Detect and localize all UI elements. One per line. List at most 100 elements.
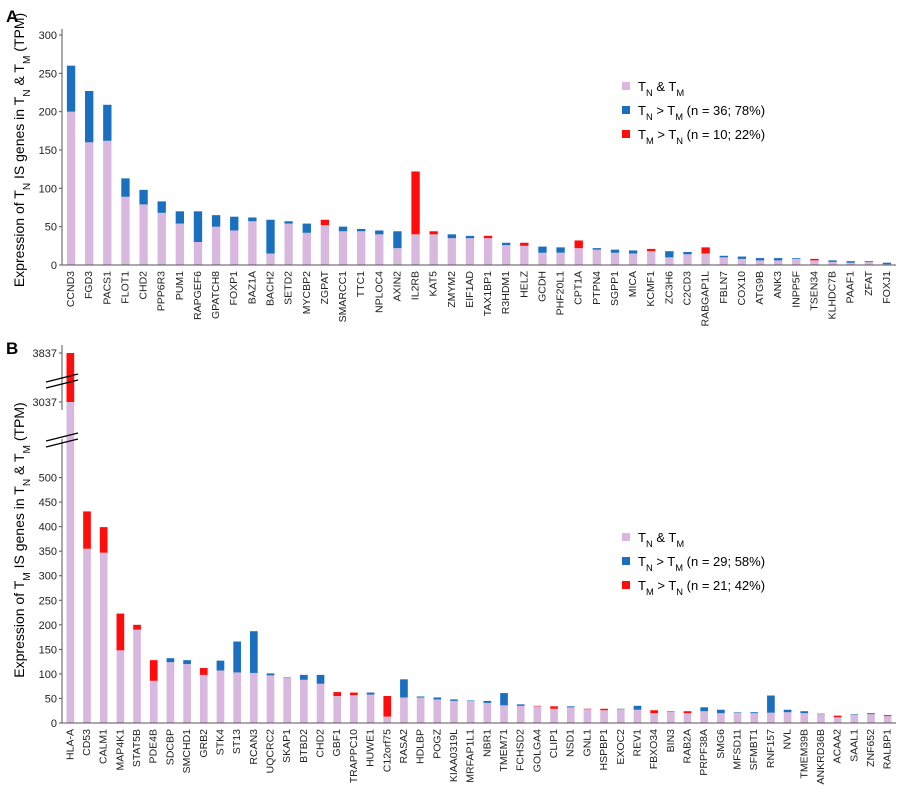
bar-segment-both	[483, 702, 492, 723]
x-tick-label: SMARCC1	[337, 271, 349, 323]
x-tick-label: HUWE1	[365, 729, 377, 767]
x-tick-label: HDLBP	[415, 729, 427, 764]
bar-segment-both	[350, 695, 358, 723]
x-tick-label: STK4	[214, 729, 226, 755]
x-tick-label: GCDH	[536, 271, 548, 302]
bar-segment-naive_up	[302, 223, 311, 233]
bar-segment-naive_up	[266, 673, 275, 676]
bar-segment-both	[116, 650, 125, 723]
bar-segment-both	[149, 680, 158, 723]
y-tick-label: 3837	[33, 348, 57, 360]
bar-segment-naive_up	[700, 707, 709, 712]
bar-segment-both	[755, 260, 765, 265]
bar-segment-both	[175, 223, 185, 265]
x-tick-label: SAAL1	[848, 729, 860, 762]
x-tick-label: FOXJ1	[881, 271, 893, 304]
x-tick-label: CD53	[81, 729, 93, 756]
bar-segment-naive_up	[121, 178, 130, 197]
bar-segment-naive_up	[175, 211, 185, 224]
legend-label: TN > TM (n = 36; 78%)	[638, 103, 765, 122]
x-tick-label: TSEN34	[808, 271, 820, 311]
bar-segment-both	[574, 248, 583, 265]
bar-segment-naive_up	[719, 255, 728, 258]
x-tick-label: IL2RB	[410, 271, 422, 300]
y-tick-label: 200	[39, 620, 57, 632]
x-tick-label: PDE4B	[148, 729, 160, 763]
bar-segment-naive_up	[737, 256, 747, 259]
legend-text: (n = 21; 42%)	[683, 578, 765, 593]
bar-segment-naive_up	[516, 704, 525, 706]
legend-label: TM > TN (n = 21; 42%)	[638, 578, 765, 597]
bar-segment-both	[550, 708, 558, 723]
bar-segment-naive_up	[502, 242, 511, 246]
bar-segment-naive_up	[233, 641, 241, 673]
x-tick-label: ZC3H6	[663, 271, 675, 304]
bar-segment-naive_up	[867, 713, 875, 715]
bar-segment-naive_up	[66, 65, 76, 112]
bar-segment-both	[230, 230, 239, 265]
legend-label: TM > TN (n = 10; 22%)	[638, 127, 765, 146]
bar-segment-both	[366, 694, 375, 723]
bar-segment-naive_up	[767, 695, 775, 713]
bar-segment-both	[592, 249, 602, 265]
legend-sub: N	[646, 88, 653, 98]
bar-segment-both	[846, 262, 855, 265]
y-axis-label-part: Expression of T	[11, 190, 27, 287]
legend-sub: N	[646, 539, 653, 549]
y-axis-label-sub: M	[22, 56, 33, 64]
y-axis-label-sub: N	[22, 89, 33, 96]
panel-a-label: A	[6, 7, 18, 26]
x-tick-label: RALBP1	[882, 729, 894, 769]
bar-segment-memory_up	[647, 248, 656, 252]
x-tick-label: CHD2	[138, 271, 150, 300]
bar-segment-both	[616, 709, 625, 723]
bar-segment-both	[429, 234, 438, 265]
x-tick-label: RNF157	[765, 729, 777, 768]
legend-text: & T	[653, 79, 677, 94]
bar-segment-memory_up	[199, 668, 208, 675]
bar-segment-memory_up	[650, 710, 658, 714]
legend-swatch-naive_up	[622, 557, 630, 565]
bar-segment-naive_up	[592, 248, 602, 250]
y-tick-label: 300	[39, 30, 57, 42]
x-tick-label: ZFAT	[863, 270, 875, 295]
bar-segment-both	[316, 683, 325, 723]
bar-segment-memory_up	[483, 235, 493, 239]
x-tick-label: MICA	[627, 271, 639, 297]
x-tick-label: TRAPPC10	[348, 729, 360, 783]
x-tick-label: SMCHD1	[181, 729, 193, 773]
bar-segment-naive_up	[166, 658, 175, 663]
bar-segment-both	[166, 662, 175, 723]
bar-segment-naive_up	[85, 90, 94, 143]
legend-sub: N	[646, 563, 653, 573]
x-tick-label: NBR1	[481, 729, 493, 757]
bar-segment-naive_up	[103, 104, 112, 141]
x-tick-label: RCAN3	[248, 729, 260, 765]
bar-segment-both	[266, 675, 275, 723]
x-tick-label: GNL1	[581, 729, 593, 757]
x-tick-label: FGD3	[83, 271, 95, 299]
bar-segment-memory_up	[383, 696, 392, 717]
x-tick-label: PPP6R3	[156, 271, 168, 311]
bar-segment-naive_up	[183, 660, 191, 665]
x-tick-label: R3HDM1	[500, 271, 512, 314]
y-tick-label: 150	[39, 145, 57, 157]
bar-segment-both	[810, 260, 819, 265]
bar-segment-naive_up	[792, 258, 801, 259]
bar-segment-both	[600, 710, 608, 723]
bar-segment-memory_up	[133, 624, 141, 630]
x-tick-label: CCND3	[65, 271, 77, 307]
bar-segment-both	[520, 245, 529, 265]
bar-segment-naive_up	[828, 260, 837, 262]
bar-segment-memory_up	[833, 715, 842, 718]
bar-segment-both	[783, 712, 792, 723]
legend-sub: M	[676, 539, 684, 549]
x-tick-label: TTC1	[355, 271, 367, 297]
bar-segment-both	[320, 225, 330, 265]
bar-segment-naive_up	[882, 262, 892, 265]
panel-b-label: B	[6, 339, 18, 358]
bar-segment-naive_up	[633, 705, 642, 710]
bar-segment-both	[183, 664, 191, 723]
legend-sub: M	[675, 563, 683, 573]
